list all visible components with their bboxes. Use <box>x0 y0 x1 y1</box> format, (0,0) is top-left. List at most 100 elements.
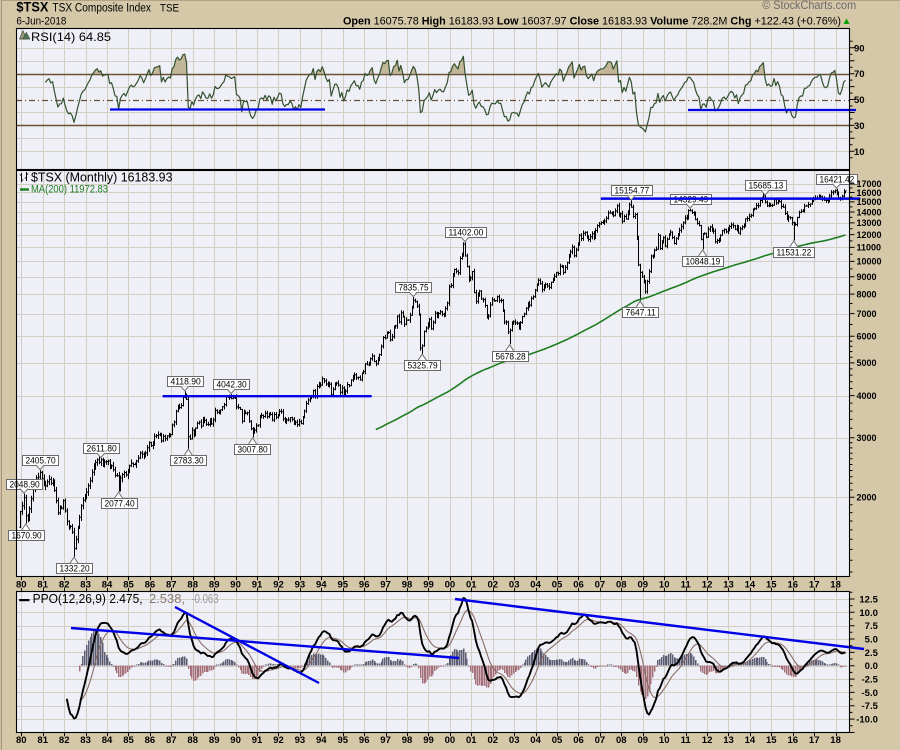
svg-text:4000: 4000 <box>857 391 877 401</box>
svg-text:9000: 9000 <box>857 272 877 282</box>
svg-text:97: 97 <box>380 579 391 590</box>
svg-text:94: 94 <box>316 735 327 746</box>
svg-text:06: 06 <box>573 735 584 746</box>
svg-text:10000: 10000 <box>857 257 882 267</box>
svg-text:0.0: 0.0 <box>865 661 878 672</box>
svg-text:$TSX (Monthly) 16183.93: $TSX (Monthly) 16183.93 <box>31 171 173 185</box>
svg-text:17: 17 <box>809 579 820 590</box>
svg-text:88: 88 <box>187 579 198 590</box>
svg-text:16: 16 <box>788 735 799 746</box>
svg-text:03: 03 <box>509 735 520 746</box>
svg-text:05: 05 <box>552 735 563 746</box>
svg-text:6-Jun-2018: 6-Jun-2018 <box>16 16 66 28</box>
svg-text:12: 12 <box>702 735 713 746</box>
svg-text:$TSX: $TSX <box>16 0 49 15</box>
svg-text:08: 08 <box>616 579 627 590</box>
svg-text:94: 94 <box>316 579 327 590</box>
svg-text:4042.30: 4042.30 <box>217 380 247 390</box>
svg-text:TSX Composite Index: TSX Composite Index <box>52 3 151 15</box>
svg-text:4118.90: 4118.90 <box>171 377 201 387</box>
svg-text:13: 13 <box>723 579 734 590</box>
svg-text:02: 02 <box>488 735 499 746</box>
svg-text:83: 83 <box>80 579 91 590</box>
svg-text:70: 70 <box>854 69 865 80</box>
svg-text:84: 84 <box>102 735 113 746</box>
svg-text:97: 97 <box>380 735 391 746</box>
svg-text:-5.0: -5.0 <box>862 688 878 699</box>
svg-text:96: 96 <box>359 579 370 590</box>
svg-text:84: 84 <box>102 579 113 590</box>
svg-text:11000: 11000 <box>857 243 882 253</box>
svg-text:10: 10 <box>659 579 670 590</box>
svg-text:15: 15 <box>766 579 777 590</box>
svg-text:-0.063: -0.063 <box>192 592 219 606</box>
svg-text:93: 93 <box>295 735 306 746</box>
svg-text:03: 03 <box>509 579 520 590</box>
svg-text:91: 91 <box>252 735 263 746</box>
svg-text:16421.42: 16421.42 <box>820 175 855 185</box>
svg-text:2405.70: 2405.70 <box>25 456 55 466</box>
svg-text:-2.5: -2.5 <box>862 675 879 686</box>
svg-text:90: 90 <box>230 579 241 590</box>
svg-text:15685.13: 15685.13 <box>749 181 784 191</box>
svg-text:80: 80 <box>16 579 27 590</box>
svg-text:PPO(12,26,9) 2.475,: PPO(12,26,9) 2.475, <box>33 592 143 606</box>
svg-text:09: 09 <box>638 735 649 746</box>
svg-text:86: 86 <box>145 579 156 590</box>
svg-text:14: 14 <box>745 579 756 590</box>
svg-text:81: 81 <box>37 579 48 590</box>
svg-text:82: 82 <box>59 579 70 590</box>
svg-text:15000: 15000 <box>857 197 882 207</box>
svg-text:96: 96 <box>359 735 370 746</box>
svg-text:1332.20: 1332.20 <box>60 564 90 574</box>
svg-text:04: 04 <box>530 735 541 746</box>
svg-text:87: 87 <box>166 735 177 746</box>
svg-text:15: 15 <box>766 735 777 746</box>
svg-text:87: 87 <box>166 579 177 590</box>
svg-text:14: 14 <box>745 735 756 746</box>
svg-text:98: 98 <box>402 579 413 590</box>
svg-text:3007.80: 3007.80 <box>238 445 268 455</box>
svg-text:13000: 13000 <box>857 218 882 228</box>
svg-text:01: 01 <box>466 579 477 590</box>
svg-text:RSI(14) 64.85: RSI(14) 64.85 <box>31 30 111 44</box>
svg-text:08: 08 <box>616 735 627 746</box>
svg-text:10: 10 <box>854 147 865 158</box>
svg-text:10.0: 10.0 <box>859 608 878 619</box>
svg-text:00: 00 <box>445 579 456 590</box>
svg-text:7835.75: 7835.75 <box>399 283 429 293</box>
svg-text:2611.80: 2611.80 <box>87 444 117 454</box>
svg-text:95: 95 <box>338 735 349 746</box>
svg-text:TSE: TSE <box>160 3 179 15</box>
svg-text:05: 05 <box>552 579 563 590</box>
svg-text:3000: 3000 <box>857 433 877 443</box>
svg-text:10: 10 <box>659 735 670 746</box>
svg-text:81: 81 <box>37 735 48 746</box>
svg-text:11: 11 <box>681 735 692 746</box>
svg-text:04: 04 <box>530 579 541 590</box>
svg-text:© StockCharts.com: © StockCharts.com <box>762 0 856 12</box>
svg-text:50: 50 <box>854 95 865 106</box>
svg-text:7000: 7000 <box>857 309 877 319</box>
svg-text:89: 89 <box>209 735 220 746</box>
svg-text:5000: 5000 <box>857 358 877 368</box>
svg-text:12000: 12000 <box>857 230 882 240</box>
svg-text:02: 02 <box>488 579 499 590</box>
svg-text:7647.11: 7647.11 <box>626 308 656 318</box>
svg-text:82: 82 <box>59 735 70 746</box>
svg-text:2783.30: 2783.30 <box>174 456 204 466</box>
svg-text:8000: 8000 <box>857 289 877 299</box>
svg-text:95: 95 <box>338 579 349 590</box>
svg-text:98: 98 <box>402 735 413 746</box>
svg-text:99: 99 <box>423 579 434 590</box>
svg-text:12: 12 <box>702 579 713 590</box>
svg-text:16: 16 <box>788 579 799 590</box>
svg-text:13: 13 <box>723 735 734 746</box>
svg-text:5325.79: 5325.79 <box>408 361 438 371</box>
svg-text:93: 93 <box>295 579 306 590</box>
svg-text:00: 00 <box>445 735 456 746</box>
svg-text:6000: 6000 <box>857 332 877 342</box>
svg-text:01: 01 <box>466 735 477 746</box>
svg-text:80: 80 <box>16 735 27 746</box>
svg-text:2000: 2000 <box>857 493 877 503</box>
